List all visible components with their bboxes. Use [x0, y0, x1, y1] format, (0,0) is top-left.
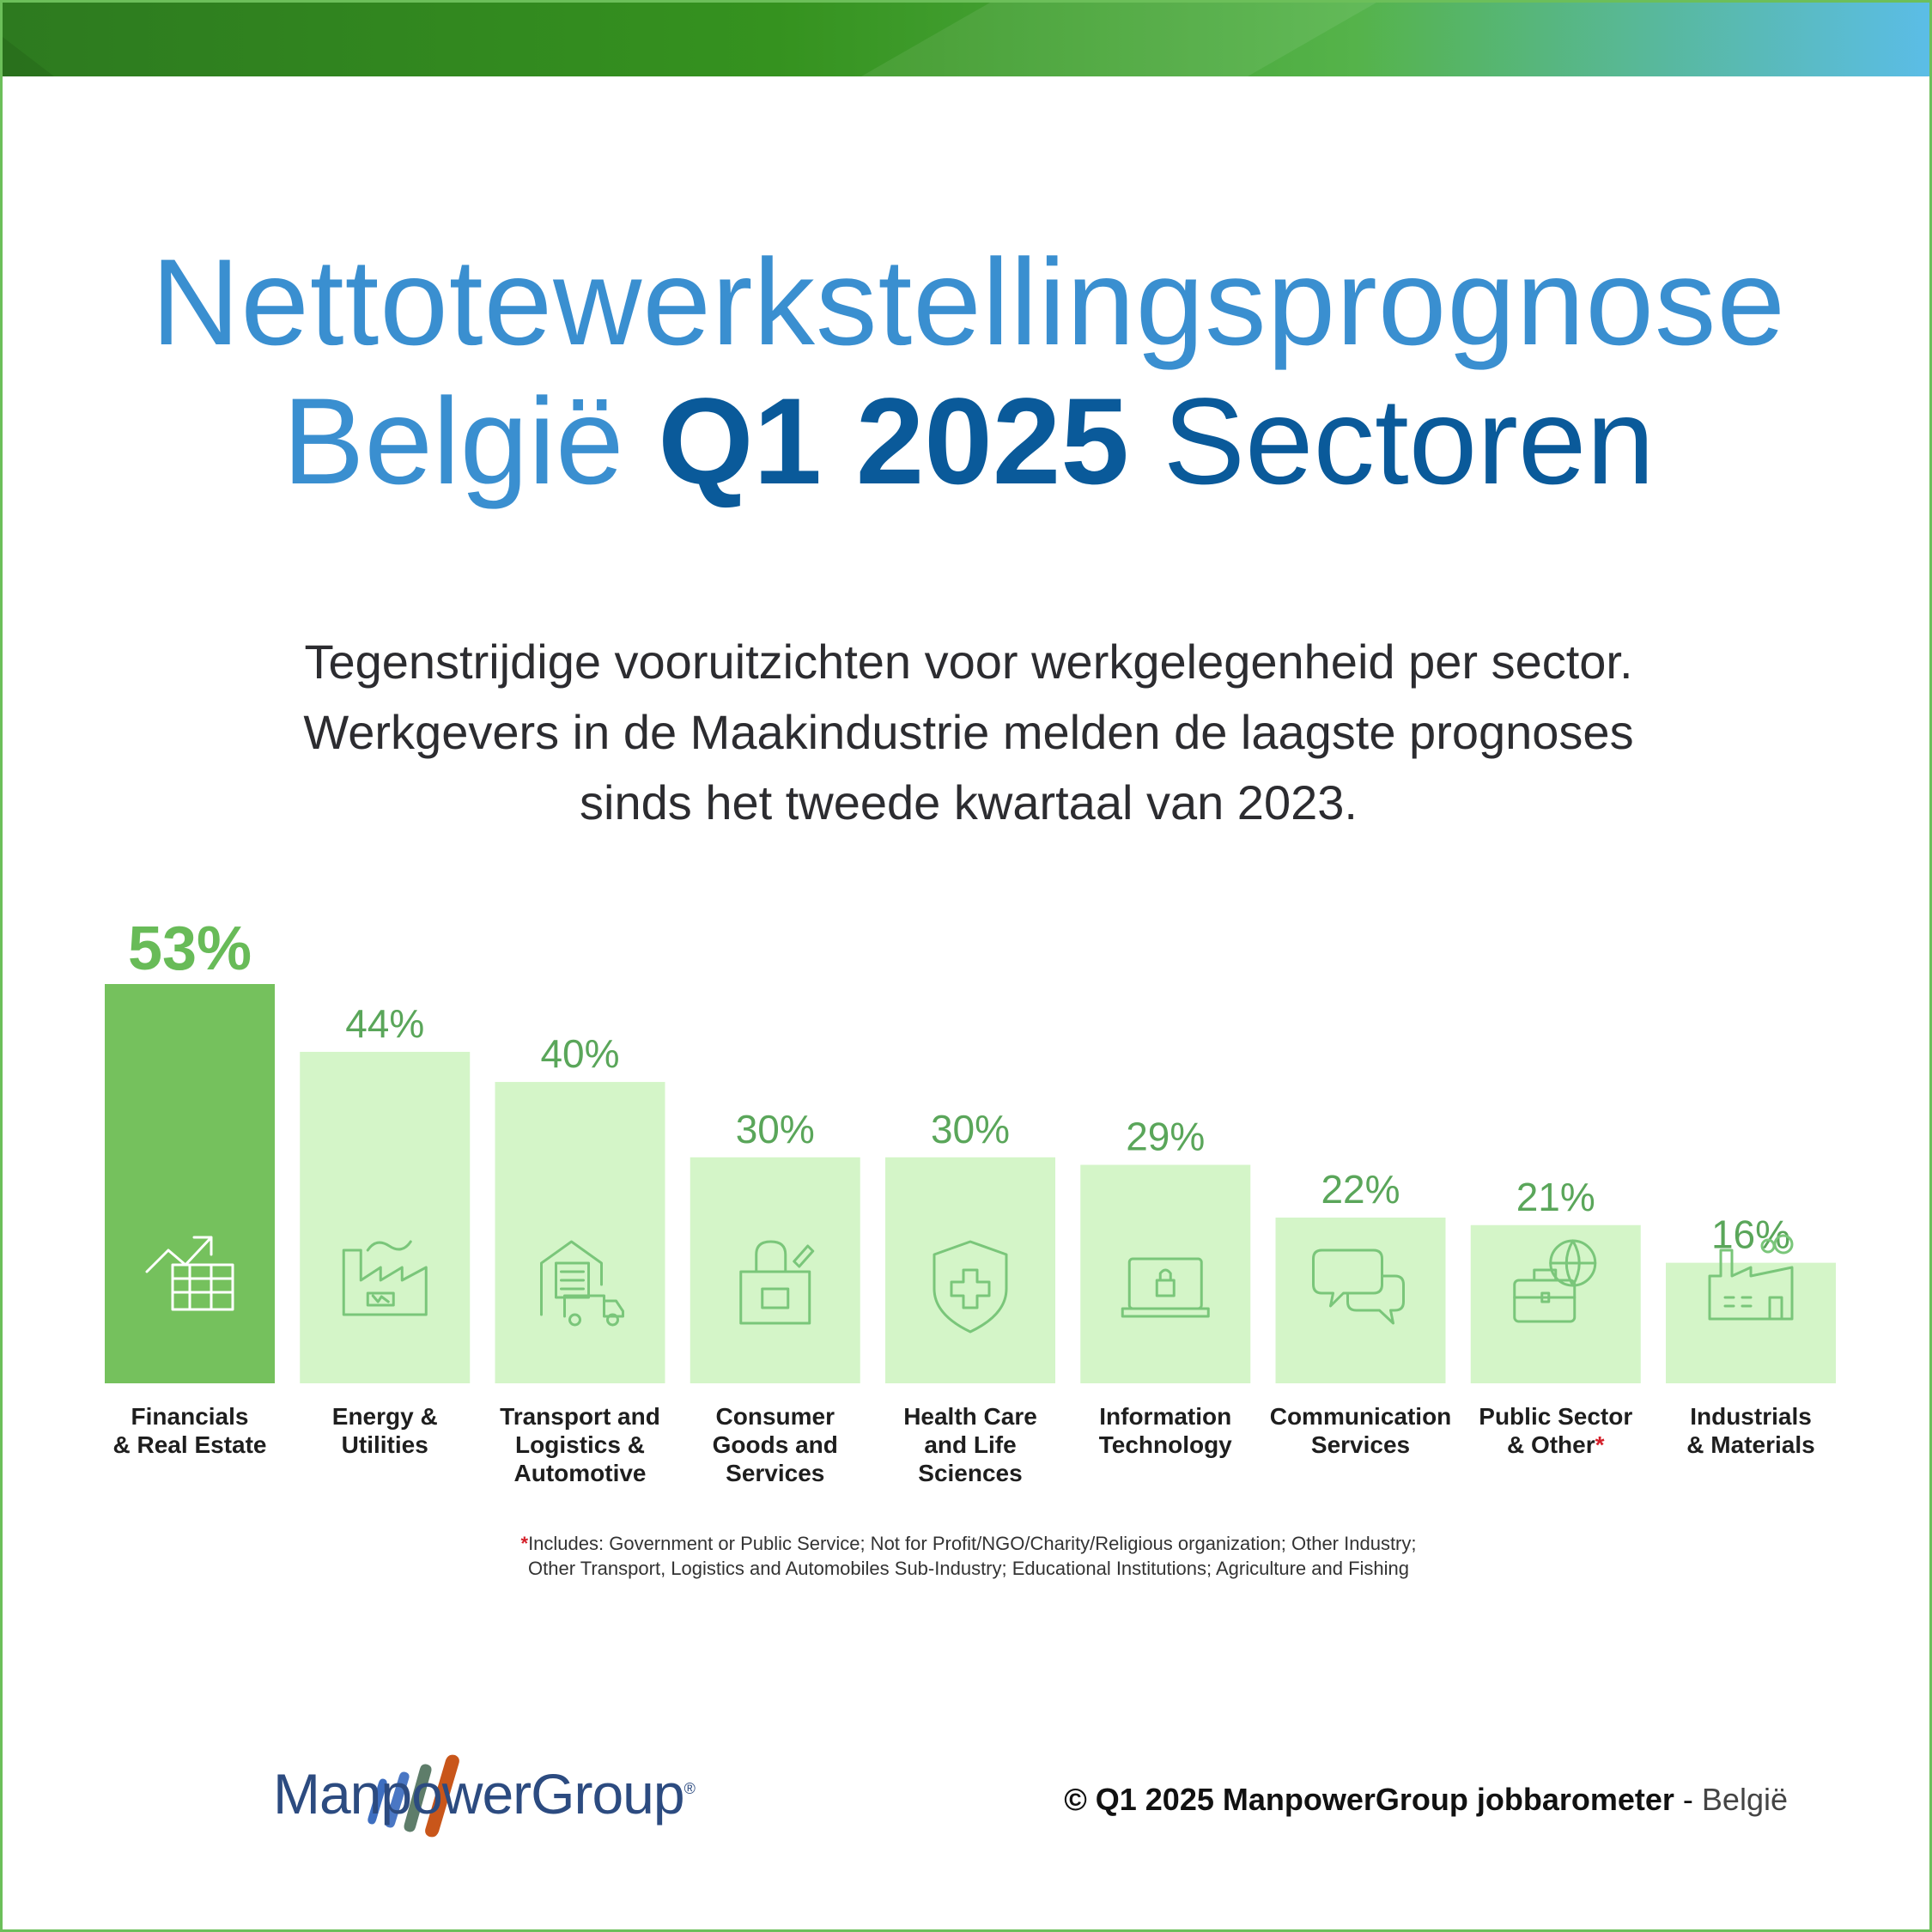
footnote-text-1: Includes: Government or Public Service; … [528, 1533, 1417, 1554]
value-label-5: 29% [1126, 1115, 1205, 1159]
category-label-8: Industrials & Materials [1686, 1403, 1814, 1458]
top-gradient-band [3, 3, 1929, 76]
subtitle-line-3: sinds het tweede kwartaal van 2023. [580, 775, 1358, 829]
bar-5 [1080, 1164, 1251, 1383]
bar-3 [690, 1157, 860, 1383]
brand-name: ManpowerGroup® [273, 1762, 696, 1826]
title-country: België [283, 374, 659, 510]
value-label-2: 40% [540, 1031, 619, 1076]
sector-bar-chart: 53% Financials & Real Estate 44% Energy & Uti… [105, 914, 1836, 1486]
industrial-plant-icon [1708, 1234, 1794, 1321]
briefcase-globe-icon [1513, 1239, 1597, 1323]
subtitle-line-2: Werkgevers in de Maakindustrie melden de… [303, 705, 1634, 759]
footnote-line-1: *Includes: Government or Public Service;… [3, 1531, 1929, 1556]
page-title: Nettotewerkstellingsprognose [151, 234, 1786, 371]
category-label-5: Information Technology [1099, 1403, 1232, 1458]
shopping-bag-icon [739, 1240, 815, 1325]
footnote-line-2: Other Transport, Logistics and Automobil… [528, 1558, 1409, 1579]
category-label-4: Health Care and Life Sciences [903, 1403, 1037, 1486]
category-label-3: Consumer Goods and Services [713, 1403, 838, 1486]
source-credit: © Q1 2025 ManpowerGroup jobbarometer - B… [1064, 1782, 1788, 1818]
value-label-1: 44% [345, 1001, 424, 1046]
bar-1 [300, 1051, 471, 1383]
category-label-1: Energy & Utilities [332, 1403, 438, 1458]
bar-6 [1275, 1217, 1446, 1383]
bar-2 [495, 1082, 665, 1383]
credit-separator: - [1674, 1782, 1702, 1817]
bar-7 [1470, 1224, 1641, 1383]
bar-0 [105, 984, 275, 1383]
credit-main: © Q1 2025 ManpowerGroup jobbarometer [1064, 1782, 1674, 1817]
laptop-lock-icon [1121, 1257, 1210, 1318]
value-label-0: 53% [128, 914, 252, 983]
value-label-3: 30% [736, 1107, 815, 1151]
value-label-6: 22% [1321, 1167, 1400, 1212]
title-quarter: Q1 2025 [658, 374, 1129, 510]
health-shield-icon [933, 1240, 1008, 1334]
bar-8 [1666, 1262, 1836, 1383]
page-title-line-2: België Q1 2025 Sectoren [3, 374, 1929, 511]
value-label-4: 30% [931, 1107, 1010, 1151]
category-label-7: Public Sector & Other* [1479, 1403, 1632, 1458]
manpowergroup-logo-icon [368, 1754, 459, 1838]
category-asterisk: * [1595, 1431, 1605, 1458]
subtitle-line-1: Tegenstrijdige vooruitzichten voor werkg… [304, 635, 1633, 689]
factory-energy-icon [342, 1240, 428, 1316]
category-label-2: Transport and Logistics & Automotive [500, 1403, 660, 1486]
category-label-0: Financials & Real Estate [113, 1403, 267, 1458]
warehouse-truck-icon [540, 1240, 624, 1327]
value-label-7: 21% [1516, 1175, 1595, 1219]
registered-mark: ® [683, 1780, 696, 1797]
title-sectors: Sectoren [1128, 374, 1655, 510]
credit-country: België [1701, 1782, 1788, 1817]
footnote-marker: * [520, 1533, 529, 1554]
chat-bubbles-icon [1312, 1249, 1405, 1325]
financial-chart-icon [145, 1236, 234, 1311]
footnote: *Includes: Government or Public Service;… [3, 1531, 1929, 1581]
category-label-6: Communication Services [1270, 1403, 1452, 1458]
